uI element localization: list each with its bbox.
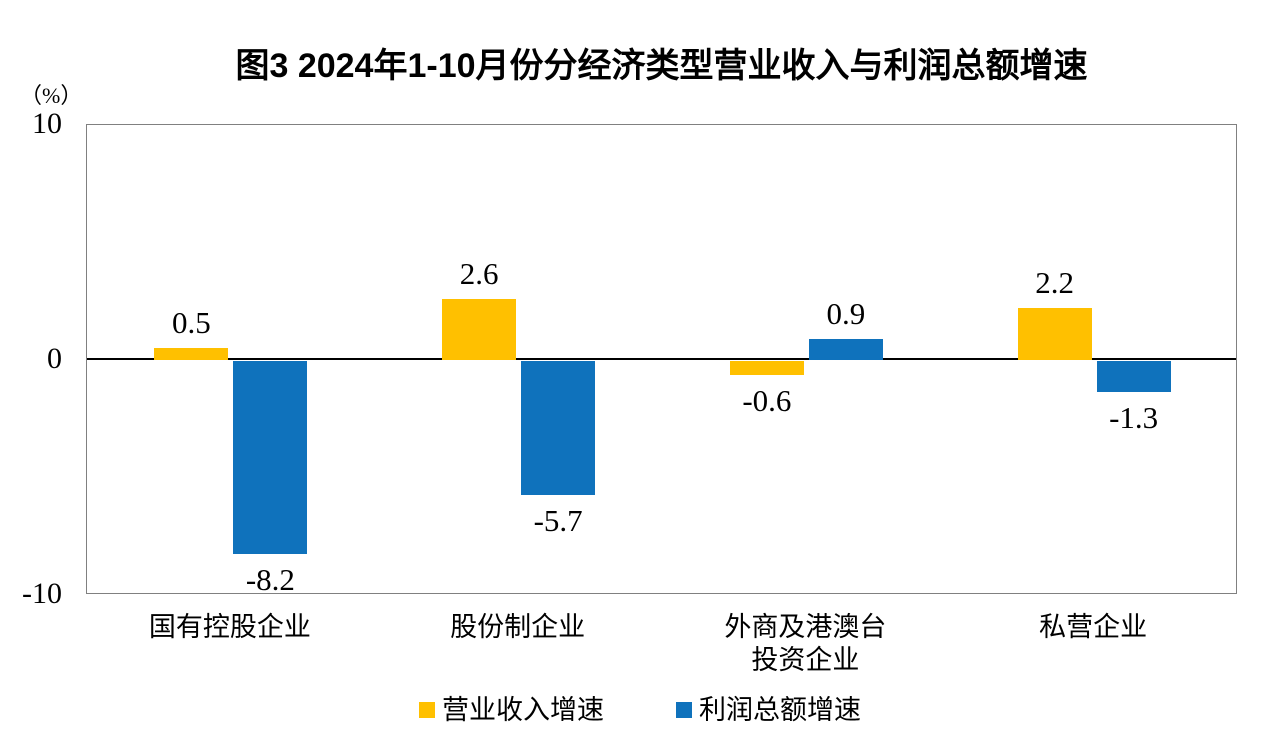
bar-value-label: 2.6 xyxy=(459,255,499,291)
bar-profit-group3 xyxy=(808,338,883,360)
legend-item-revenue: 营业收入增速 xyxy=(419,693,604,727)
bar-profit-group1 xyxy=(233,361,308,554)
bar-value-label: 2.2 xyxy=(1035,265,1074,301)
bar-revenue-group2 xyxy=(442,298,517,360)
bar-value-label: -8.2 xyxy=(245,561,295,597)
legend-label: 利润总额增速 xyxy=(699,695,861,725)
bar-value-label: -1.3 xyxy=(1109,399,1159,435)
x-category-label: 私营企业 xyxy=(1039,612,1148,642)
chart-legend: 营业收入增速 利润总额增速 xyxy=(0,691,1280,729)
y-tick-label: 0 xyxy=(47,342,62,375)
plot-area: 0.5 2.6 -0.6 2.2 -8.2 -5.7 0.9 -1.3 xyxy=(86,124,1237,597)
bar-value-label: 0.9 xyxy=(826,295,866,331)
x-category-label: 股份制企业 xyxy=(450,612,586,642)
bar-value-label: -0.6 xyxy=(742,383,792,419)
bar-revenue-group4 xyxy=(1017,308,1092,360)
x-category-label: 国有控股企业 xyxy=(148,612,311,642)
bar-revenue-group1 xyxy=(154,348,229,360)
x-category-label: 外商及港澳台 投资企业 xyxy=(724,612,887,675)
y-tick-label: -10 xyxy=(22,577,62,610)
legend-label: 营业收入增速 xyxy=(442,695,604,725)
legend-swatch-icon xyxy=(419,702,435,718)
chart-title: 图3 2024年1-10月份分经济类型营业收入与利润总额增速 xyxy=(235,47,1088,85)
legend-swatch-icon xyxy=(676,702,692,718)
legend-item-profit: 利润总额增速 xyxy=(676,693,861,727)
bar-profit-group2 xyxy=(521,361,596,495)
bar-value-label: 0.5 xyxy=(172,305,211,341)
y-axis-unit-label: （%） xyxy=(20,83,83,108)
bar-value-label: -5.7 xyxy=(533,502,583,538)
zero-axis-line xyxy=(87,358,1236,360)
bar-revenue-group3 xyxy=(729,361,804,376)
bar-profit-group4 xyxy=(1096,361,1171,392)
y-tick-label: 10 xyxy=(32,107,62,140)
